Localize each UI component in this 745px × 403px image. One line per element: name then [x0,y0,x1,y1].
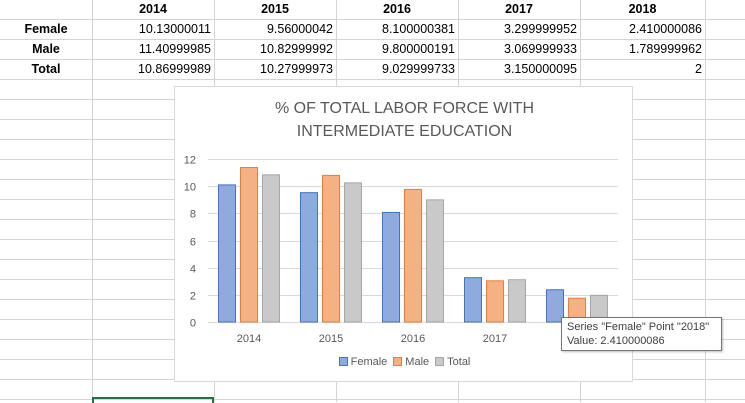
bar-total-2016[interactable] [426,199,444,323]
bar-total-2015[interactable] [344,182,362,323]
x-tick-label: 2014 [237,333,261,345]
legend-item-male[interactable]: Male [393,356,429,368]
x-tick-label: 2017 [483,333,507,345]
value-cell[interactable]: 11.40999985 [138,42,211,56]
row-gridline [0,59,745,60]
year-header-cell[interactable]: 2015 [261,2,289,16]
bar-male-2016[interactable] [404,188,422,323]
bar-total-2014[interactable] [262,174,280,323]
chart-legend: Female Male Total [175,356,634,368]
selected-cell[interactable] [92,397,214,403]
row-label-cell[interactable]: Female [24,22,68,36]
legend-item-female[interactable]: Female [338,356,388,368]
bar-female-2018[interactable] [546,289,564,323]
bar-male-2014[interactable] [240,167,258,323]
bar-total-2017[interactable] [508,279,526,323]
y-tick-label: 10 [184,182,196,194]
bar-female-2017[interactable] [464,277,482,323]
chart-title: % OF TOTAL LABOR FORCE WITH INTERMEDIATE… [175,97,634,143]
tooltip-series-point: Series "Female" Point "2018" [567,321,710,333]
y-tick-label: 6 [190,237,196,249]
tooltip-value: Value: 2.410000086 [567,335,665,347]
chart-title-line-1: % OF TOTAL LABOR FORCE WITH [275,100,534,117]
legend-label: Female [350,356,388,368]
value-cell[interactable]: 9.029999733 [382,62,455,76]
row-gridline [0,39,745,40]
y-tick-label: 12 [184,155,196,167]
value-cell[interactable]: 9.56000042 [266,22,333,36]
x-tick-label: 2016 [401,333,425,345]
x-tick-label: 2015 [319,333,343,345]
column-gridline [705,0,706,402]
chart-title-line-2: INTERMEDIATE EDUCATION [296,123,513,140]
y-tick-label: 0 [190,318,196,330]
value-cell[interactable]: 10.82999992 [260,42,333,56]
value-cell[interactable]: 10.13000011 [138,22,211,36]
column-gridline [92,0,93,402]
bar-female-2015[interactable] [300,192,318,323]
year-header-cell[interactable]: 2017 [505,2,533,16]
value-cell[interactable]: 2.410000086 [629,22,702,36]
year-header-cell[interactable]: 2016 [383,2,411,16]
data-point-tooltip: Series "Female" Point "2018" Value: 2.41… [561,317,722,351]
legend-item-total[interactable]: Total [435,356,470,368]
y-tick-label: 4 [190,264,196,276]
value-cell[interactable]: 10.27999973 [260,62,333,76]
value-cell[interactable]: 2 [695,62,702,76]
year-header-cell[interactable]: 2018 [628,2,657,16]
bar-chart[interactable]: % OF TOTAL LABOR FORCE WITH INTERMEDIATE… [174,86,633,382]
value-cell[interactable]: 3.299999952 [504,22,577,36]
legend-label: Male [405,356,430,368]
bar-male-2015[interactable] [322,174,340,323]
legend-swatch [393,356,403,366]
value-cell[interactable]: 8.100000381 [382,22,455,36]
value-cell[interactable]: 1.789999962 [629,42,702,56]
year-header-cell[interactable]: 2014 [139,2,167,16]
y-tick-label: 2 [190,291,196,303]
row-gridline [0,19,745,20]
y-tick-label: 8 [190,209,196,221]
value-cell[interactable]: 9.800000191 [382,42,455,56]
bar-female-2014[interactable] [218,184,236,323]
row-gridline [0,399,745,400]
row-label-cell[interactable]: Total [31,62,61,76]
bar-female-2016[interactable] [382,211,400,323]
value-cell[interactable]: 10.86999989 [138,62,211,76]
legend-swatch [338,356,348,366]
row-gridline [0,79,745,80]
value-cell[interactable]: 3.150000095 [504,62,577,76]
plot-area: 0 2 4 6 8 10 12 2014 2015 2016 2017 [184,155,618,345]
legend-label: Total [447,356,471,368]
legend-swatch [435,356,445,366]
value-cell[interactable]: 3.069999933 [504,42,577,56]
row-label-cell[interactable]: Male [32,42,60,56]
bar-male-2017[interactable] [486,280,504,323]
